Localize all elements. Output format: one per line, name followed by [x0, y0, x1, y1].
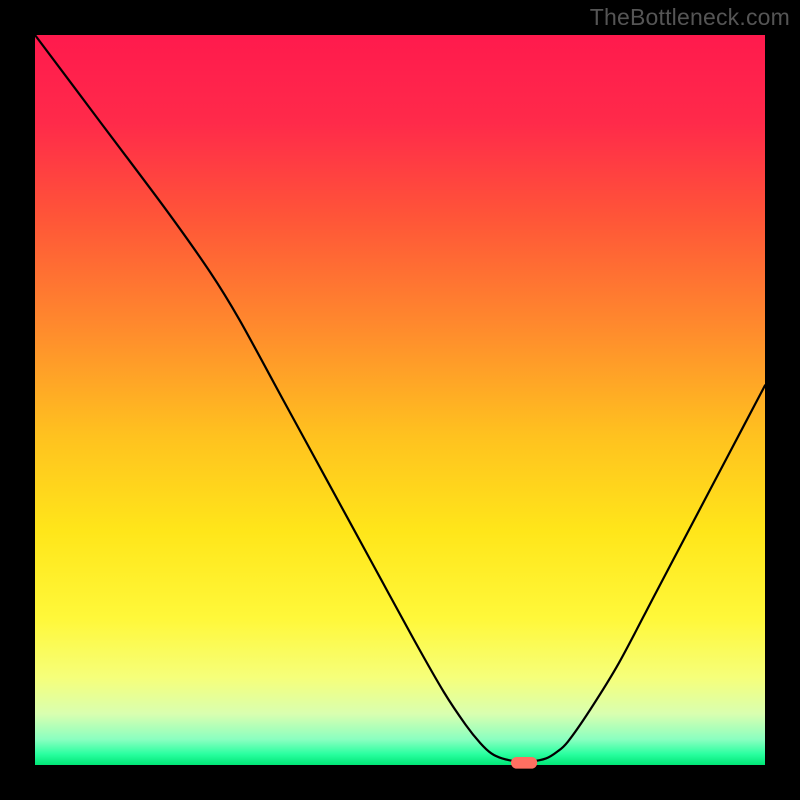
chart-stage: TheBottleneck.com — [0, 0, 800, 800]
bottleneck-chart — [0, 0, 800, 800]
optimal-marker — [511, 757, 537, 769]
watermark-text: TheBottleneck.com — [590, 4, 790, 31]
plot-area — [35, 35, 765, 765]
